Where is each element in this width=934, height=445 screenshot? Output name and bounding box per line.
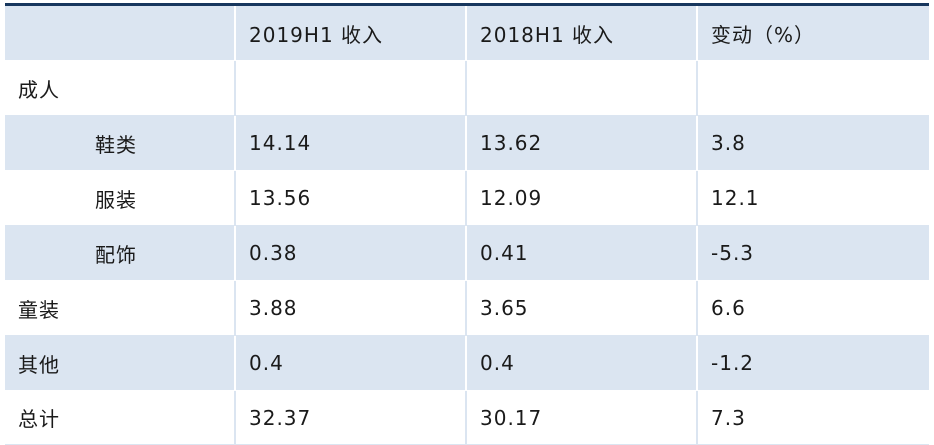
row-label: 总计	[5, 391, 236, 444]
header-cell-change: 变动（%）	[698, 6, 929, 60]
row-label: 配饰	[5, 226, 236, 280]
table-row: 配饰 0.38 0.41 -5.3	[5, 226, 929, 281]
cell-change: 3.8	[698, 116, 929, 170]
row-label: 童装	[5, 281, 236, 335]
cell-change: -5.3	[698, 226, 929, 280]
cell-change: -1.2	[698, 336, 929, 390]
row-label: 成人	[5, 61, 236, 115]
cell-2018h1: 0.41	[467, 226, 698, 280]
cell-2019h1: 3.88	[236, 281, 467, 335]
cell-2018h1: 30.17	[467, 391, 698, 444]
cell-2019h1: 0.4	[236, 336, 467, 390]
table-row: 童装 3.88 3.65 6.6	[5, 281, 929, 336]
cell-2019h1: 13.56	[236, 171, 467, 225]
header-cell-2019h1: 2019H1 收入	[236, 6, 467, 60]
cell-2018h1	[467, 61, 698, 115]
table-row: 成人	[5, 61, 929, 116]
row-label: 其他	[5, 336, 236, 390]
cell-change: 12.1	[698, 171, 929, 225]
cell-change: 6.6	[698, 281, 929, 335]
header-cell-2018h1: 2018H1 收入	[467, 6, 698, 60]
cell-2019h1: 14.14	[236, 116, 467, 170]
cell-2018h1: 13.62	[467, 116, 698, 170]
row-label: 服装	[5, 171, 236, 225]
revenue-table: 2019H1 收入 2018H1 收入 变动（%） 成人 鞋类 14.14 13…	[5, 3, 929, 445]
table-header-row: 2019H1 收入 2018H1 收入 变动（%）	[5, 6, 929, 61]
header-cell-empty	[5, 6, 236, 60]
cell-2019h1: 0.38	[236, 226, 467, 280]
cell-change: 7.3	[698, 391, 929, 444]
cell-2019h1	[236, 61, 467, 115]
cell-change	[698, 61, 929, 115]
table-row: 其他 0.4 0.4 -1.2	[5, 336, 929, 391]
cell-2018h1: 12.09	[467, 171, 698, 225]
row-label: 鞋类	[5, 116, 236, 170]
cell-2019h1: 32.37	[236, 391, 467, 444]
table-row: 总计 32.37 30.17 7.3	[5, 391, 929, 445]
cell-2018h1: 3.65	[467, 281, 698, 335]
table-row: 鞋类 14.14 13.62 3.8	[5, 116, 929, 171]
cell-2018h1: 0.4	[467, 336, 698, 390]
table-row: 服装 13.56 12.09 12.1	[5, 171, 929, 226]
